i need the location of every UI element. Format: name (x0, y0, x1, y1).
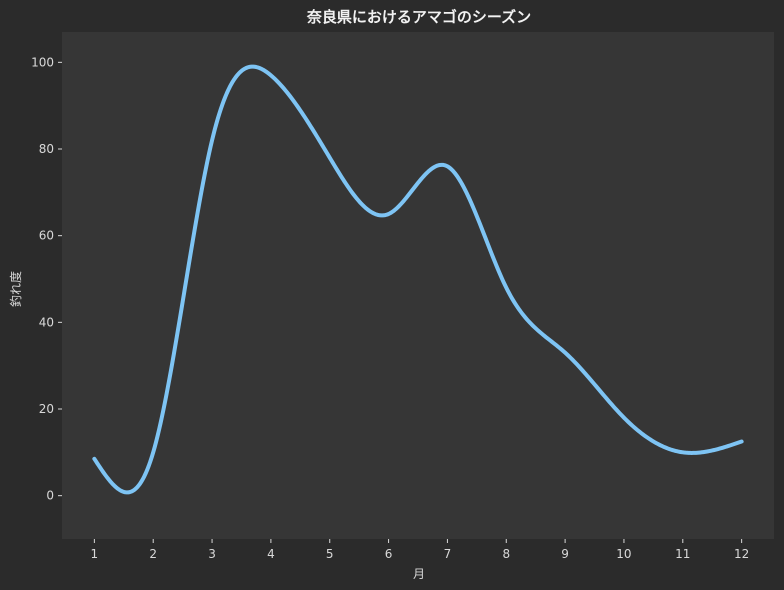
data-point (563, 351, 567, 355)
chart-title: 奈良県におけるアマゴのシーズン (306, 8, 531, 26)
data-point (681, 450, 685, 454)
data-point (622, 416, 626, 420)
x-axis: 1 2 3 4 5 6 7 8 9 10 11 12 (91, 539, 749, 561)
plot-area (62, 32, 774, 539)
x-tick-label: 7 (444, 547, 452, 561)
data-point (269, 73, 273, 77)
y-tick-label: 60 (39, 229, 54, 243)
x-tick-label: 3 (208, 547, 216, 561)
x-tick-label: 8 (502, 547, 510, 561)
y-tick-label: 100 (31, 55, 54, 69)
data-point (151, 450, 155, 454)
x-tick-label: 1 (91, 547, 99, 561)
series-line (92, 64, 744, 495)
x-tick-label: 5 (326, 547, 334, 561)
y-tick-label: 80 (39, 142, 54, 156)
y-axis: 0 20 40 60 80 100 (31, 55, 62, 503)
y-tick-label: 0 (46, 489, 54, 503)
data-point (328, 156, 332, 160)
x-tick-label: 12 (734, 547, 749, 561)
y-axis-label: 釣れ度 (8, 271, 23, 307)
data-point (740, 440, 744, 444)
x-tick-label: 2 (149, 547, 157, 561)
y-tick-label: 40 (39, 315, 54, 329)
data-point (504, 286, 508, 290)
x-tick-label: 11 (675, 547, 690, 561)
data-point (445, 164, 449, 168)
x-axis-label: 月 (413, 567, 425, 581)
data-point (92, 457, 96, 461)
x-tick-label: 4 (267, 547, 275, 561)
data-point (210, 138, 214, 142)
y-tick-label: 20 (39, 402, 54, 416)
x-tick-label: 10 (616, 547, 631, 561)
data-point (387, 212, 391, 216)
x-tick-label: 9 (561, 547, 569, 561)
x-tick-label: 6 (385, 547, 393, 561)
